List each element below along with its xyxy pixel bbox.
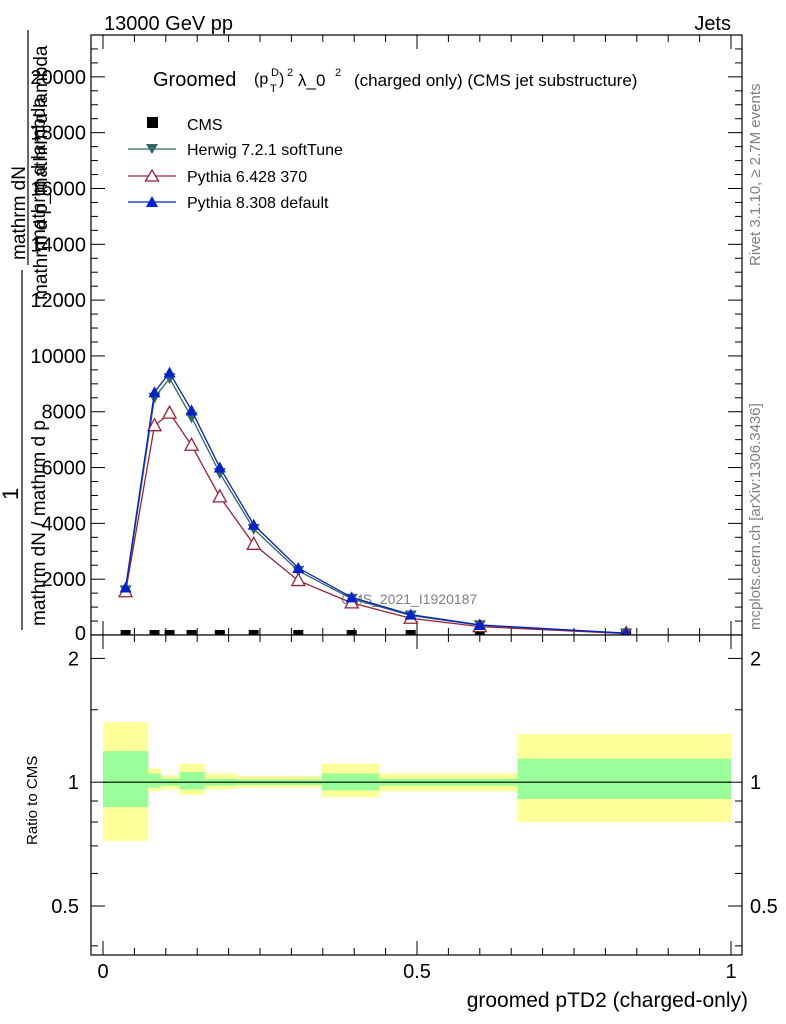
main-panel: 2000 4000 6000 8000 10000 12000 14000 16000 1800… (30, 34, 743, 645)
data-point-pythia8 (473, 618, 486, 630)
ratio-panel: 0.5 0.51 12 2 0 0.5 1 Ratio to CMS groomed pT… (24, 634, 778, 1012)
ratio-ytick-label-right: 1 (750, 772, 761, 794)
title-close-paren: ) (279, 71, 284, 88)
data-point-pythia8 (247, 518, 260, 530)
main-ytick-label: 8000 (42, 402, 87, 424)
ylabel-line-4: mathrm d lambda (29, 97, 50, 245)
title-sub-t: T (270, 83, 277, 95)
title-sup-d: D (271, 67, 279, 79)
ylabel-line-3: mathrm dN / mathrm d p (29, 420, 50, 626)
data-point-pythia8 (292, 562, 305, 574)
category-label: Jets (694, 13, 731, 35)
ratio-band-inner (179, 771, 205, 790)
data-point-pythia8 (185, 404, 198, 416)
data-point-pythia8 (119, 581, 132, 593)
energy-label: 13000 GeV pp (104, 13, 233, 35)
ratio-ytick-label-right: 0.5 (750, 896, 778, 918)
ratio-ytick-label-left: 2 (68, 648, 79, 670)
title-sup-2b: 2 (335, 67, 341, 79)
legend: CMS Herwig 7.2.1 softTune Pythia 6.428 3… (128, 117, 343, 212)
title-prefix: Groomed (153, 69, 236, 91)
title-suffix: (charged only) (CMS jet substructure) (354, 71, 637, 90)
xtick-label: 1 (725, 961, 736, 983)
ratio-ytick-label-left: 1 (68, 772, 79, 794)
legend-label-pythia8: Pythia 8.308 default (187, 195, 329, 212)
data-point-pythia6 (290, 572, 306, 587)
rivet-label: Rivet 3.1.10, ≥ 2.7M events (747, 84, 764, 267)
data-point-pythia6 (212, 488, 228, 503)
main-y-axis-label: mathrm dN mathrm d p_mathrm d lambda 1 m… (0, 30, 52, 630)
main-plot-area (91, 35, 742, 635)
xtick-label: 0.5 (403, 961, 431, 983)
data-point-pythia8 (163, 366, 176, 378)
legend-marker-pythia6 (144, 168, 160, 182)
ratio-y-tick-labels: 0.5 0.5 1 1 2 2 (51, 648, 778, 918)
main-ytick-label: 14000 (30, 234, 86, 256)
ratio-ytick-label-right: 2 (750, 648, 761, 670)
data-point-pythia8 (345, 591, 358, 603)
title-sup-2a: 2 (287, 67, 293, 79)
main-ytick-label: 2000 (42, 569, 87, 591)
ratio-band-inner (148, 773, 161, 788)
main-ytick-label: 10000 (30, 346, 86, 368)
mcplots-label: mcplots.cern.ch [arXiv:1306.3436] (747, 403, 764, 630)
main-ytick-label: 6000 (42, 458, 87, 480)
legend-label-pythia6: Pythia 6.428 370 (187, 169, 307, 186)
ratio-y-axis-label: Ratio to CMS (24, 756, 41, 845)
ylabel-line-0: mathrm dN (9, 166, 30, 260)
main-ytick-label: 18000 (30, 123, 86, 145)
data-point-pythia8 (213, 461, 226, 473)
chart-title: Groomed (p D T ) 2 λ_0 2 (charged only) … (153, 67, 637, 95)
main-ytick-label: 12000 (30, 290, 86, 312)
main-ytick-label: 4000 (42, 513, 87, 535)
legend-marker-pythia8 (146, 196, 158, 207)
title-symbol: (p (254, 71, 268, 88)
data-point-pythia8 (404, 608, 417, 620)
ratio-axis-ticks (91, 635, 742, 955)
ratio-ytick-label-left: 0.5 (51, 896, 79, 918)
x-axis-label: groomed pTD2 (charged-only) (467, 989, 748, 1012)
ylabel-line-1: mathrm d p_mathrm d lambda (31, 45, 52, 300)
legend-marker-cms (147, 117, 158, 128)
x-tick-labels: 0 0.5 1 (97, 961, 736, 983)
main-ytick-label: 20000 (30, 67, 86, 89)
legend-label-cms: CMS (187, 117, 223, 134)
data-point-pythia8 (148, 386, 161, 398)
series-pythia-8-308-default (119, 366, 633, 639)
ratio-band-inner (517, 758, 731, 800)
analysis-watermark: CMS_2021_I1920187 (341, 591, 477, 607)
data-point-pythia6 (146, 417, 163, 432)
data-point-pythia6 (161, 404, 178, 419)
ratio-band-inner (103, 751, 149, 808)
main-ytick-label: 16000 (30, 178, 86, 200)
ylabel-line-2: 1 (0, 488, 23, 500)
xtick-label: 0 (97, 961, 108, 983)
main-y-tick-labels: 2000 4000 6000 8000 10000 12000 14000 16000 1800… (30, 67, 86, 645)
legend-label-herwig: Herwig 7.2.1 softTune (187, 142, 343, 159)
main-ytick-label-zero: 0 (75, 623, 86, 645)
ratio-plot-frame (90, 634, 743, 956)
legend-marker-herwig (146, 144, 158, 154)
title-lambda: λ_0 (298, 71, 325, 90)
data-point-pythia6 (246, 535, 262, 550)
data-point-pythia6 (183, 436, 200, 451)
